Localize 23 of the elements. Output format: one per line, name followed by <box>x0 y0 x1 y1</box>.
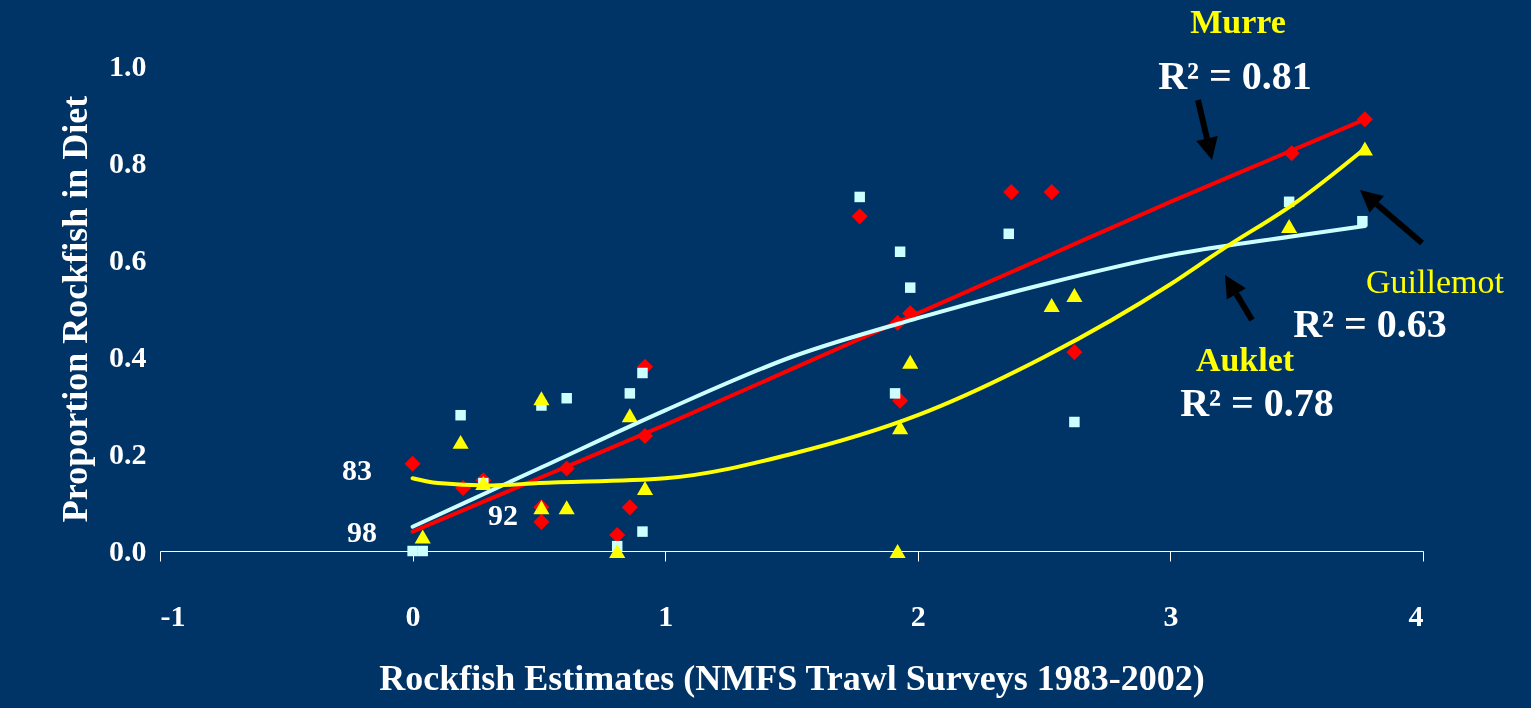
annotation: Auklet <box>1195 341 1295 379</box>
annotation: 83 <box>342 453 372 487</box>
y-axis-title: Proportion Rockfish in Diet <box>55 95 95 523</box>
x-tick-label: 1 <box>658 598 674 632</box>
annotation: R² = 0.63 <box>1293 299 1447 347</box>
annotation: 92 <box>488 498 518 532</box>
y-tick-label: 0.8 <box>109 145 147 179</box>
x-tick-label: 3 <box>1163 598 1179 632</box>
x-tick-label: -1 <box>160 598 186 632</box>
annotation: R² = 0.78 <box>1180 378 1334 426</box>
x-tick-label: 0 <box>405 598 421 632</box>
y-tick-label: 0.0 <box>109 533 147 567</box>
y-tick-label: 0.6 <box>109 242 147 276</box>
y-tick-label: 1.0 <box>109 48 147 82</box>
y-tick-label: 0.2 <box>109 436 147 470</box>
x-tick-label: 4 <box>1408 598 1424 632</box>
y-tick-label: 0.4 <box>109 339 147 373</box>
text: Murre <box>1190 3 1286 41</box>
x-axis-title: Rockfish Estimates (NMFS Trawl Surveys 1983-2002) <box>379 657 1205 698</box>
x-tick-label: 2 <box>910 598 926 632</box>
annotation: R² = 0.81 <box>1158 51 1312 99</box>
annotation: Guillemot <box>1366 263 1504 301</box>
annotation: 98 <box>347 515 377 549</box>
